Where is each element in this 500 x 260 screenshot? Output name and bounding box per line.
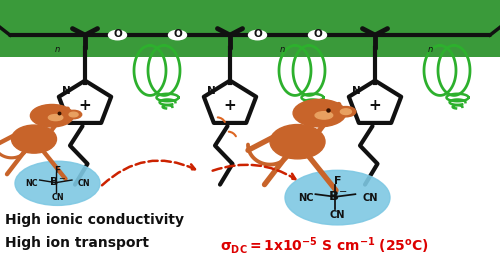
Text: F: F <box>334 176 341 186</box>
Ellipse shape <box>315 112 332 119</box>
Text: n: n <box>280 46 285 55</box>
Ellipse shape <box>270 125 325 159</box>
Text: O: O <box>173 29 182 39</box>
Text: +: + <box>224 98 236 113</box>
Text: CN: CN <box>330 210 345 219</box>
Circle shape <box>293 99 346 127</box>
Circle shape <box>168 30 186 40</box>
Text: O: O <box>313 29 322 39</box>
Text: NC: NC <box>26 179 38 188</box>
Circle shape <box>108 30 126 40</box>
Circle shape <box>336 107 356 117</box>
Circle shape <box>69 112 78 117</box>
Text: N: N <box>352 86 360 96</box>
Circle shape <box>340 109 351 114</box>
Text: CN: CN <box>51 192 64 202</box>
Text: −: − <box>58 174 65 183</box>
Text: F: F <box>54 166 60 174</box>
Text: O: O <box>113 29 122 39</box>
Circle shape <box>248 30 266 40</box>
Text: CN: CN <box>78 179 90 188</box>
Bar <box>0 0 500 57</box>
Text: n: n <box>55 46 60 55</box>
Text: B: B <box>50 177 58 187</box>
Circle shape <box>285 170 390 225</box>
Text: +: + <box>78 98 92 113</box>
Circle shape <box>30 105 74 127</box>
Circle shape <box>66 110 82 119</box>
Text: High ion transport: High ion transport <box>5 236 149 250</box>
Ellipse shape <box>48 114 63 121</box>
Ellipse shape <box>12 125 56 153</box>
Text: O: O <box>253 29 262 39</box>
Circle shape <box>15 161 100 205</box>
Text: N: N <box>206 86 216 96</box>
Text: $\mathbf{\sigma_{DC}=1x10^{-5}}$ $\mathbf{S\ cm^{-1}\ (25^oC)}$: $\mathbf{\sigma_{DC}=1x10^{-5}}$ $\mathb… <box>220 235 429 256</box>
Text: High ionic conductivity: High ionic conductivity <box>5 213 184 227</box>
Circle shape <box>308 30 326 40</box>
Text: N: N <box>62 86 70 96</box>
Text: −: − <box>338 187 347 197</box>
Text: B: B <box>328 190 338 203</box>
Text: NC: NC <box>298 193 314 203</box>
Text: +: + <box>368 98 382 113</box>
Text: CN: CN <box>362 193 378 203</box>
Text: n: n <box>428 46 432 55</box>
